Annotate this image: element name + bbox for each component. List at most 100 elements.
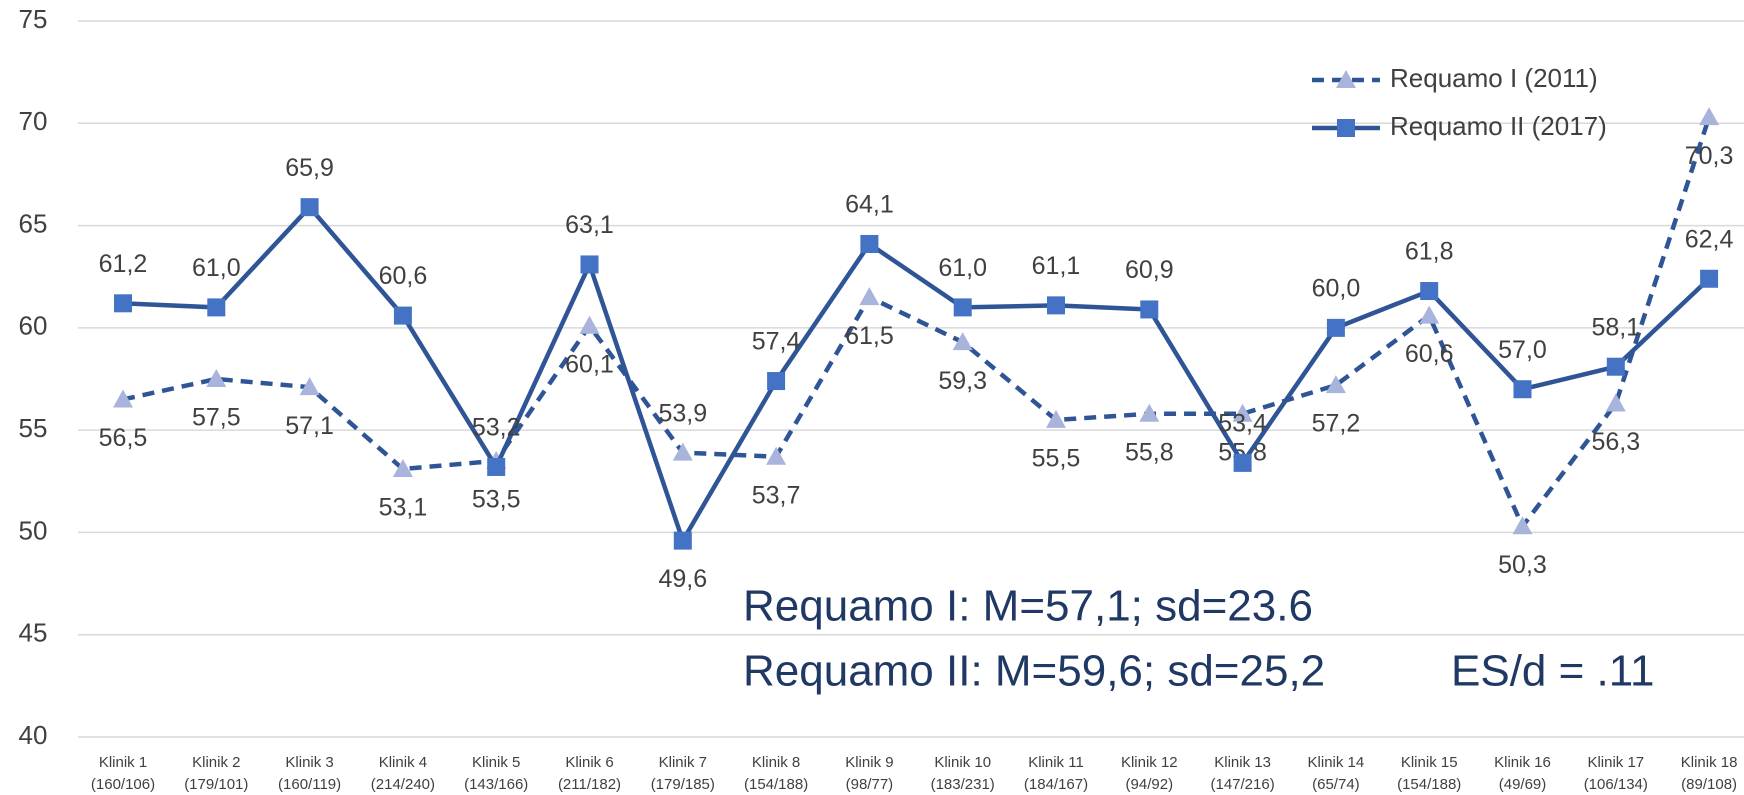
x-tick-label: (184/167) [1024,776,1088,793]
line [122,116,1712,531]
data-label: 70,3 [1685,142,1734,170]
x-tick-label: (65/74) [1312,776,1360,793]
marker [1232,403,1253,422]
series: 56,5 57,5 57,1 53,1 53,5 60,1 53,9 53,7 61,5 59,3… [99,107,1734,579]
data-label: 61,5 [845,322,894,350]
data-label: 62,4 [1685,225,1734,253]
y-tick-label: 65 [19,208,48,238]
marker [859,287,880,306]
data-label: 61,1 [1032,252,1081,280]
data-label: 58,1 [1591,313,1640,341]
marker [1605,393,1626,412]
marker [1046,409,1066,428]
data-label: 57,4 [752,328,801,356]
marker [1512,516,1533,535]
marker [114,294,132,313]
x-tick-label: (143/166) [464,776,528,793]
marker [1419,305,1440,324]
x-tick-label: (183/231) [931,776,995,793]
data-label: 60,6 [379,262,428,290]
marker [487,457,506,476]
data-label: 49,6 [658,565,707,593]
data-label: 60,1 [565,350,614,378]
legend-label: Requamo II (2017) [1390,111,1607,141]
data-label: 57,1 [285,412,334,440]
x-tick-label: Klinik 12 [1121,754,1178,771]
x-tick-label: (211/182) [558,776,621,793]
x-tick-label: (214/240) [371,776,435,793]
x-tick-label: (160/119) [278,776,341,793]
x-tick-label: Klinik 1 [99,754,147,771]
marker [1140,300,1159,319]
x-tick-label: Klinik 6 [565,754,613,771]
marker [1700,269,1719,288]
marker [207,298,226,317]
x-tick-label: Klinik 3 [285,754,333,771]
x-tick-label: (147/216) [1210,776,1274,793]
data-label: 55,8 [1125,438,1174,466]
x-tick-label: Klinik 17 [1587,754,1644,771]
x-tick-label: Klinik 9 [845,754,893,771]
x-tick-label: (179/101) [184,776,248,793]
data-label: 53,2 [472,414,521,442]
marker [393,306,412,325]
marker [1420,282,1439,301]
marker [1325,375,1346,394]
data-label: 64,1 [845,191,894,219]
x-tick-label: Klinik 10 [934,754,991,771]
x-tick-label: Klinik 14 [1308,754,1365,771]
y-tick-label: 70 [19,106,48,136]
data-label: 56,3 [1591,428,1640,456]
legend: Requamo I (2011) Requamo II (2017) [1312,63,1607,141]
marker [1047,296,1065,315]
y-tick-label: 45 [19,618,48,648]
marker [953,298,972,317]
marker [392,459,413,478]
annotation: ES/d = .11 [1451,647,1654,696]
series: 61,2 61,0 65,9 60,6 53,2 63,1 49,6 57,4 64,1 61,0… [99,154,1734,593]
x-tick-label: (154/188) [1397,776,1461,793]
y-tick-label: 75 [19,4,48,34]
x-tick-label: (89/108) [1681,776,1737,793]
marker [952,332,973,351]
x-tick-label: (106/134) [1584,776,1648,793]
data-label: 57,5 [192,404,241,432]
legend-marker [1337,119,1355,137]
x-tick-label: Klinik 15 [1401,754,1458,771]
data-label: 53,5 [472,485,521,513]
data-label: 65,9 [285,154,334,182]
data-label: 60,9 [1125,256,1174,284]
x-tick-label: Klinik 2 [192,754,240,771]
data-label: 50,3 [1498,551,1547,579]
data-label: 53,7 [752,481,801,509]
data-label: 53,9 [658,399,707,427]
x-tick-label: Klinik 13 [1214,754,1271,771]
data-label: 61,8 [1405,238,1454,266]
x-tick-label: (179/185) [651,776,715,793]
data-label: 61,0 [192,254,241,282]
data-label: 60,6 [1405,340,1454,368]
marker [579,315,600,334]
legend-label: Requamo I (2011) [1390,63,1598,93]
marker [113,389,133,408]
marker [299,377,320,396]
x-tick-label: Klinik 7 [659,754,707,771]
legend-marker [1336,70,1356,88]
marker [767,372,786,391]
data-label: 61,2 [99,250,148,278]
marker [580,255,599,274]
data-label: 61,0 [938,254,987,282]
marker [860,234,879,253]
data-label: 63,1 [565,211,614,239]
y-tick-label: 40 [19,720,48,750]
y-tick-label: 50 [19,515,48,545]
x-tick-label: (154/188) [744,776,808,793]
marker [300,198,319,217]
x-tick-label: Klinik 16 [1494,754,1551,771]
x-tick-label: (98/77) [846,776,894,793]
x-tick-label: Klinik 18 [1681,754,1738,771]
x-tick-label: (160/106) [91,776,155,793]
data-label: 59,3 [938,367,987,395]
